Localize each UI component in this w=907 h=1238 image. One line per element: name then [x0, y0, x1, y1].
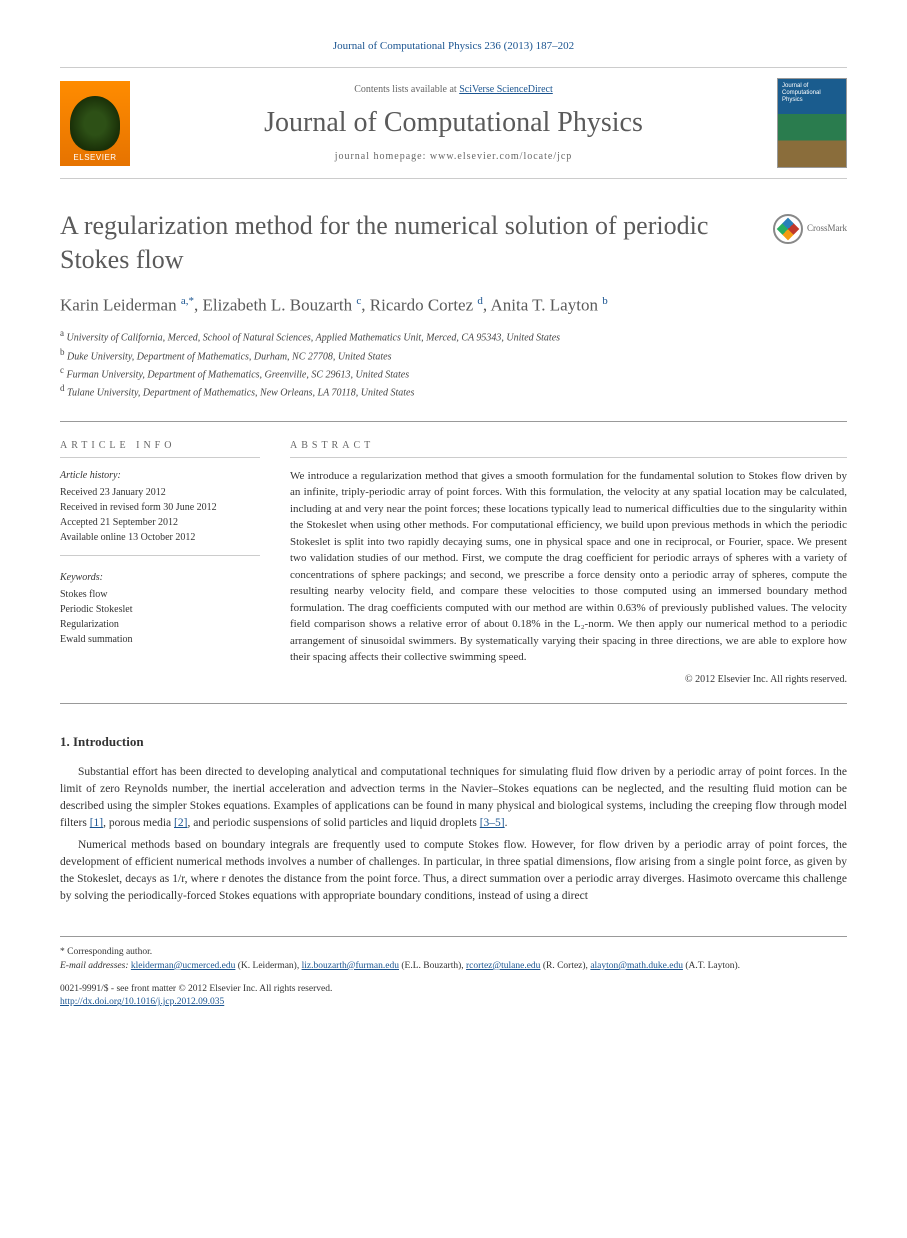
title-text: A regularization method for the numerica…	[60, 211, 708, 274]
history-label: Article history:	[60, 468, 260, 483]
homepage-url[interactable]: www.elsevier.com/locate/jcp	[430, 151, 572, 162]
issn-line: 0021-9991/$ - see front matter © 2012 El…	[60, 983, 847, 996]
journal-name: Journal of Computational Physics	[150, 107, 757, 139]
keywords-label: Keywords:	[60, 570, 260, 585]
contents-line: Contents lists available at SciVerse Sci…	[150, 84, 757, 95]
email-link[interactable]: kleiderman@ucmerced.edu	[131, 961, 236, 971]
banner-center: Contents lists available at SciVerse Sci…	[130, 84, 777, 162]
journal-cover-thumbnail[interactable]: Journal of Computational Physics	[777, 78, 847, 168]
corresponding-author-note: * Corresponding author.	[60, 945, 847, 959]
abstract-column: ABSTRACT We introduce a regularization m…	[290, 440, 847, 685]
elsevier-tree-icon	[70, 96, 120, 151]
keyword-line: Stokes flow	[60, 587, 260, 602]
crossmark-icon	[773, 214, 803, 244]
history-line: Available online 13 October 2012	[60, 530, 260, 545]
sciencedirect-link[interactable]: SciVerse ScienceDirect	[459, 84, 553, 95]
doi-block: 0021-9991/$ - see front matter © 2012 El…	[60, 983, 847, 1010]
info-abstract-row: ARTICLE INFO Article history: Received 2…	[60, 421, 847, 704]
email-link[interactable]: rcortez@tulane.edu	[466, 961, 540, 971]
history-line: Received 23 January 2012	[60, 485, 260, 500]
abstract-text: We introduce a regularization method tha…	[290, 468, 847, 666]
elsevier-label: ELSEVIER	[73, 153, 116, 162]
ref-link[interactable]: [1]	[90, 817, 103, 829]
contents-prefix: Contents lists available at	[354, 84, 459, 95]
intro-paragraph-1: Substantial effort has been directed to …	[60, 764, 847, 833]
affiliation-line: a University of California, Merced, Scho…	[60, 327, 847, 345]
journal-banner: ELSEVIER Contents lists available at Sci…	[60, 67, 847, 179]
affiliation-line: d Tulane University, Department of Mathe…	[60, 382, 847, 400]
ref-link[interactable]: [3–5]	[480, 817, 505, 829]
affiliation-line: b Duke University, Department of Mathema…	[60, 346, 847, 364]
email-link[interactable]: liz.bouzarth@furman.edu	[302, 961, 399, 971]
crossmark-label: CrossMark	[807, 223, 847, 235]
article-title: A regularization method for the numerica…	[60, 209, 847, 277]
cover-title: Journal of Computational Physics	[778, 79, 846, 109]
affiliations-block: a University of California, Merced, Scho…	[60, 327, 847, 400]
doi-link[interactable]: http://dx.doi.org/10.1016/j.jcp.2012.09.…	[60, 997, 224, 1007]
history-line: Received in revised form 30 June 2012	[60, 500, 260, 515]
keywords-block: Keywords: Stokes flowPeriodic StokesletR…	[60, 570, 260, 657]
affiliation-line: c Furman University, Department of Mathe…	[60, 364, 847, 382]
crossmark-badge[interactable]: CrossMark	[773, 214, 847, 244]
citation-header: Journal of Computational Physics 236 (20…	[60, 40, 847, 52]
elsevier-logo[interactable]: ELSEVIER	[60, 81, 130, 166]
abstract-copyright: © 2012 Elsevier Inc. All rights reserved…	[290, 674, 847, 685]
authors-line: Karin Leiderman a,*, Elizabeth L. Bouzar…	[60, 295, 847, 316]
article-info-heading: ARTICLE INFO	[60, 440, 260, 458]
ref-link[interactable]: [2]	[174, 817, 187, 829]
section-heading-intro: 1. Introduction	[60, 734, 847, 750]
homepage-prefix: journal homepage:	[335, 151, 430, 162]
email-link[interactable]: alayton@math.duke.edu	[590, 961, 683, 971]
article-info-column: ARTICLE INFO Article history: Received 2…	[60, 440, 260, 685]
keyword-line: Regularization	[60, 617, 260, 632]
history-line: Accepted 21 September 2012	[60, 515, 260, 530]
homepage-line: journal homepage: www.elsevier.com/locat…	[150, 151, 757, 162]
intro-paragraph-2: Numerical methods based on boundary inte…	[60, 837, 847, 906]
email-addresses-line: E-mail addresses: kleiderman@ucmerced.ed…	[60, 959, 847, 973]
history-block: Article history: Received 23 January 201…	[60, 468, 260, 556]
keyword-line: Periodic Stokeslet	[60, 602, 260, 617]
keyword-line: Ewald summation	[60, 632, 260, 647]
abstract-heading: ABSTRACT	[290, 440, 847, 458]
footer-separator: * Corresponding author. E-mail addresses…	[60, 936, 847, 1010]
